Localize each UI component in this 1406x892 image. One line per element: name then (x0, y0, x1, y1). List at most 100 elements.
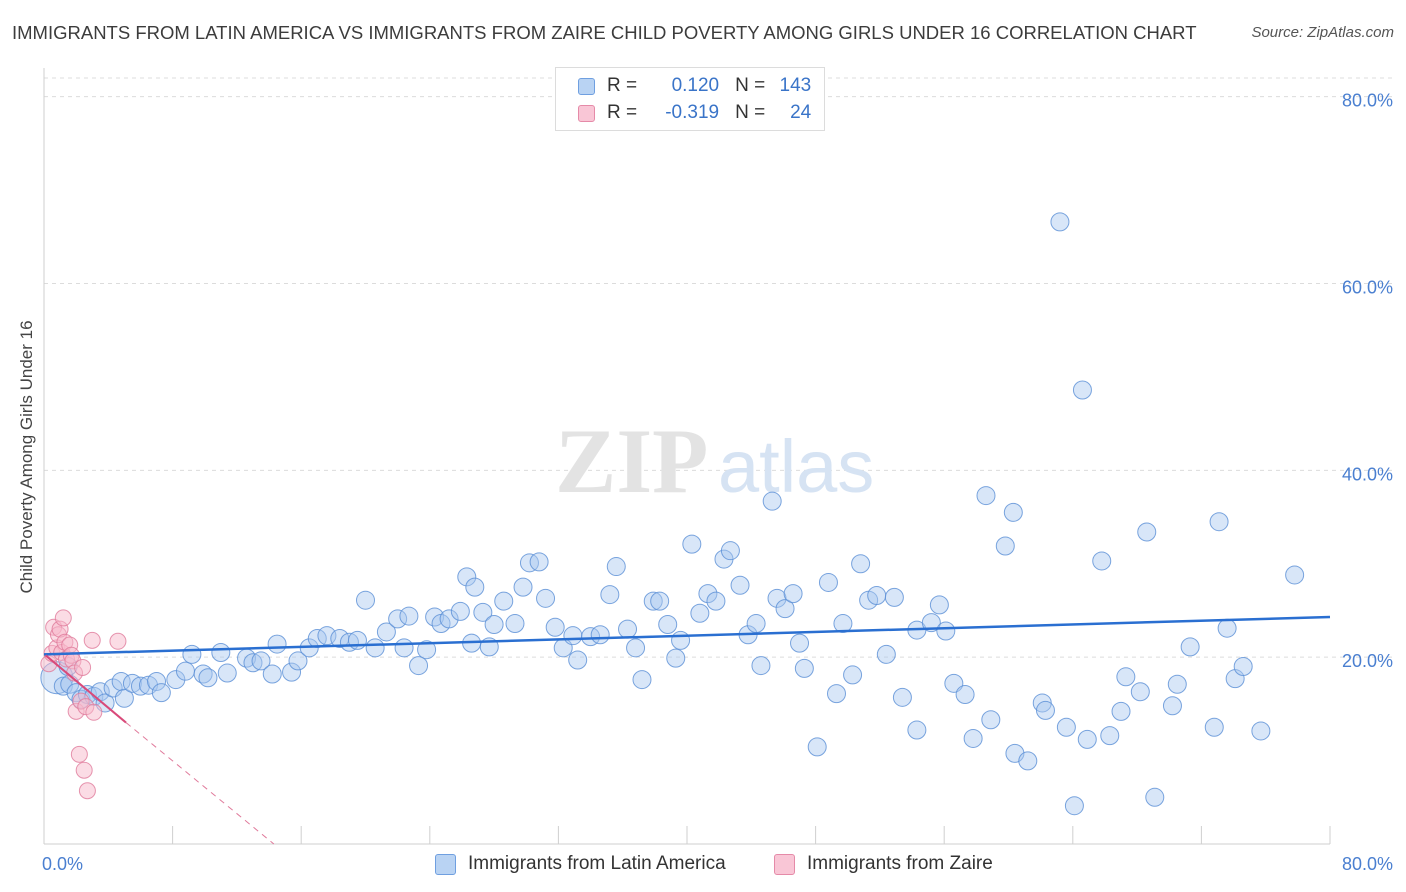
latin-america-point (1111, 701, 1131, 721)
latin-america-point (851, 554, 871, 574)
legend-n-value: 143 (779, 75, 812, 96)
latin-america-point (1056, 717, 1076, 737)
latin-america-point (1217, 618, 1237, 638)
axes (43, 68, 1331, 845)
latin-america-point (1162, 696, 1182, 716)
legend-r-value: 0.120 (671, 75, 720, 96)
latin-america-point (790, 633, 810, 653)
latin-america-point (147, 671, 167, 691)
y-tick-label: 20.0% (1342, 651, 1393, 671)
latin-america-point (1251, 721, 1271, 741)
latin-america-point (1285, 565, 1305, 585)
latin-america-points (40, 212, 1305, 816)
latin-america-point (794, 658, 814, 678)
legend-n-label: N = (735, 102, 766, 123)
latin-america-point (151, 683, 171, 703)
latin-america-point (976, 486, 996, 506)
latin-america-point (529, 552, 549, 572)
legend-row-latin: R = 0.120 N = 143 (578, 74, 811, 98)
latin-america-point (643, 591, 663, 611)
latin-america-point (682, 534, 702, 554)
latin-america-point (417, 640, 437, 660)
latin-america-point (166, 670, 186, 690)
zaire-point (54, 609, 72, 627)
latin-america-point (243, 653, 263, 673)
chart-title: IMMIGRANTS FROM LATIN AMERICA VS IMMIGRA… (12, 22, 1197, 43)
zaire-point (75, 761, 93, 779)
latin-america-point (288, 651, 308, 671)
latin-america-point (198, 668, 218, 688)
latin-america-point (114, 688, 134, 708)
latin-america-point (955, 685, 975, 705)
latin-america-point (666, 648, 686, 668)
latin-america-point (944, 673, 964, 693)
correlation-legend: R = 0.120 N = 143 R = -0.319 N = 24 (555, 67, 825, 131)
latin-america-point (1077, 729, 1097, 749)
grid-lines (44, 77, 1394, 658)
zaire-point (83, 631, 101, 649)
latin-america-point (505, 614, 525, 634)
latin-america-point (545, 617, 565, 637)
latin-america-point (1137, 522, 1157, 542)
latin-america-point (606, 557, 626, 577)
latin-america-point (929, 595, 949, 615)
latin-america-point (590, 625, 610, 645)
latin-america-point (122, 673, 142, 693)
latin-america-point (282, 662, 302, 682)
latin-america-point (818, 572, 838, 592)
x-tick-label-max: 80.0% (1342, 854, 1393, 874)
latin-america-point (650, 591, 670, 611)
series-label-latin: Immigrants from Latin America (468, 853, 726, 874)
latin-america-point (536, 588, 556, 608)
latin-america-point (217, 663, 237, 683)
latin-america-point (626, 638, 646, 658)
zaire-point (78, 782, 96, 800)
latin-america-point (1145, 787, 1165, 807)
legend-r-label: R = (607, 75, 638, 96)
series-label-zaire: Immigrants from Zaire (807, 853, 993, 874)
latin-america-point (720, 541, 740, 561)
latin-america-point (1018, 751, 1038, 771)
latin-america-point (394, 638, 414, 658)
chart-source: Source: ZipAtlas.com (1251, 24, 1394, 41)
latin-america-point (1204, 717, 1224, 737)
y-tick-label: 40.0% (1342, 464, 1393, 484)
latin-america-point (513, 577, 533, 597)
latin-america-point (1003, 502, 1023, 522)
y-axis-title: Child Poverty Among Girls Under 16 (17, 320, 36, 593)
latin-america-point (706, 591, 726, 611)
latin-america-point (563, 626, 583, 646)
latin-america-point (581, 627, 601, 647)
latin-america-point (618, 619, 638, 639)
tick-labels: 20.0% 40.0% 60.0% 80.0% 0.0% 80.0% (42, 91, 1393, 874)
latin-america-point (251, 651, 271, 671)
latin-america-point (767, 588, 787, 608)
latin-america-point (1116, 667, 1136, 687)
series-legend-latin: Immigrants from Latin America (435, 852, 726, 876)
latin-america-point (775, 599, 795, 619)
latin-america-point (921, 613, 941, 633)
trend-lines (43, 615, 1331, 845)
latin-america-point (1209, 512, 1229, 532)
latin-america-point (658, 614, 678, 634)
latin-america-point (365, 638, 385, 658)
zaire-points (40, 609, 127, 800)
latin-america-point (211, 643, 231, 662)
latin-america-point (876, 644, 896, 664)
latin-america-point (1100, 726, 1120, 746)
latin-america-point (751, 656, 771, 676)
latin-america-point (439, 609, 459, 629)
latin-america-point (690, 603, 710, 623)
legend-n-value: 24 (790, 102, 812, 123)
legend-n-label: N = (735, 75, 766, 96)
legend-swatch-zaire (578, 104, 595, 122)
latin-america-point (632, 670, 652, 690)
latin-america-point (388, 609, 408, 629)
latin-america-point (671, 630, 691, 650)
latin-america-point (182, 644, 202, 664)
latin-america-point (1180, 637, 1200, 657)
latin-america-point (457, 567, 477, 587)
series-swatch-latin (435, 853, 456, 875)
latin-america-point (399, 606, 419, 626)
